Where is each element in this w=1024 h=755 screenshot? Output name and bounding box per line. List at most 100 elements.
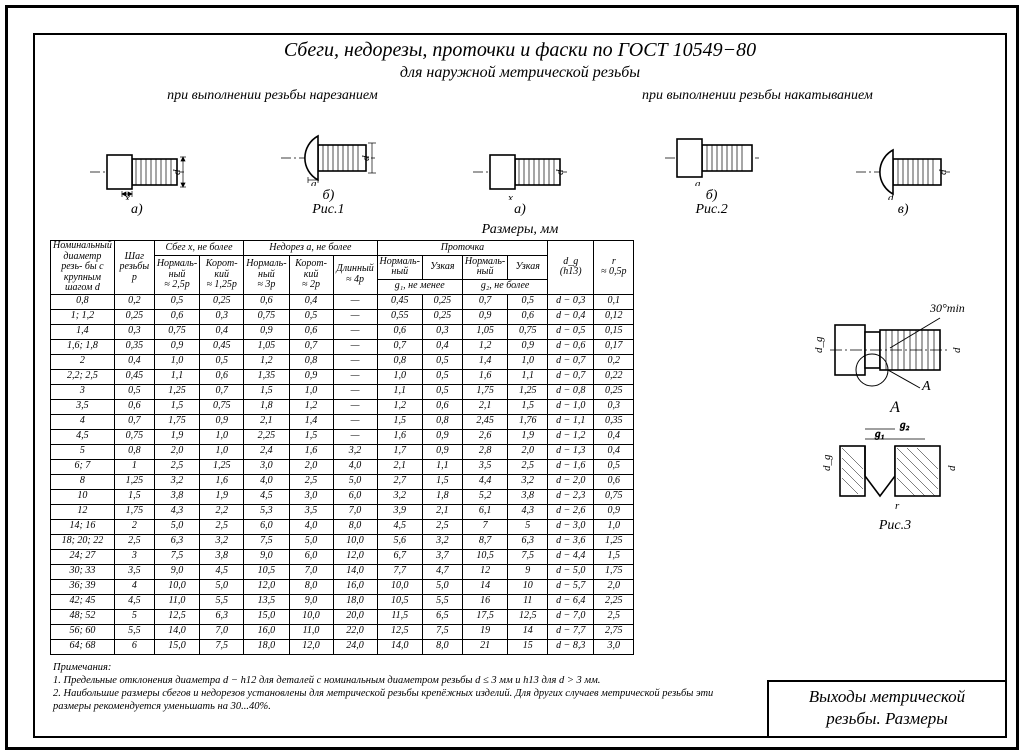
table-cell: 1,75 [114,504,154,519]
svg-text:d: d [951,347,963,353]
table-cell: 1,25 [594,534,634,549]
table-cell: 7,7 [377,564,422,579]
table-cell: 1,0 [289,384,333,399]
table-cell: 0,75 [114,429,154,444]
table-cell: d − 1,0 [548,399,594,414]
table-cell: 0,35 [114,339,154,354]
table-cell: 1,6 [289,444,333,459]
main-title: Сбеги, недорезы, проточки и фаски по ГОС… [35,39,1005,62]
table-cell: 1,05 [244,339,289,354]
table-cell: 2,5 [422,519,462,534]
table-cell: 0,8 [422,414,462,429]
table-cell: 6,0 [289,549,333,564]
table-cell: 3,5 [114,564,154,579]
table-row: 24; 2737,53,89,06,012,06,73,710,57,5d − … [51,549,634,564]
table-cell: 14 [462,579,507,594]
table-cell: 16,0 [244,624,289,639]
table-cell: 1,75 [154,414,199,429]
table-cell: 4,0 [333,459,377,474]
table-cell: — [333,309,377,324]
table-cell: 17,5 [462,609,507,624]
table-cell: 0,1 [594,294,634,309]
table-cell: 0,8 [289,354,333,369]
table-cell: 0,25 [594,384,634,399]
svg-text:g₂: g₂ [900,421,910,431]
table-cell: 2 [114,519,154,534]
table-cell: 0,7 [114,414,154,429]
table-cell: 19 [462,624,507,639]
table-cell: 1,9 [200,489,244,504]
svg-text:A: A [921,379,931,390]
table-cell: 7,5 [200,639,244,654]
table-cell: 5 [114,609,154,624]
fig1b-label: б) [323,188,335,203]
table-cell: d − 7,0 [548,609,594,624]
table-cell: 0,45 [200,339,244,354]
table-cell: d − 0,5 [548,324,594,339]
table-cell: 15 [508,639,548,654]
table-cell: 10,0 [333,534,377,549]
table-cell: 0,7 [200,384,244,399]
table-cell: 2,6 [462,429,507,444]
table-row: 56; 605,514,07,016,011,022,012,57,51914d… [51,624,634,639]
table-cell: 11,0 [154,594,199,609]
table-cell: 0,5 [289,309,333,324]
table-cell: 9,0 [244,549,289,564]
table-cell: 4,5 [200,564,244,579]
table-cell: 3,7 [422,549,462,564]
table-cell: 0,2 [594,354,634,369]
table-cell: 12,0 [289,639,333,654]
fig2-caption: Рис.2 [662,202,762,218]
table-cell: 3,0 [594,639,634,654]
table-cell: 6,3 [154,534,199,549]
table-cell: 18,0 [333,594,377,609]
th-g1: g₁, не менее [377,279,462,294]
notes: Примечания: 1. Предельные отклонения диа… [53,661,733,714]
th-g1u: Узкая [422,256,462,280]
table-cell: 1,75 [462,384,507,399]
fig1-caption: Рис.1 [278,202,378,218]
table-cell: 8,7 [462,534,507,549]
table-cell: d − 0,3 [548,294,594,309]
table-cell: 0,4 [114,354,154,369]
table-cell: 0,3 [422,324,462,339]
table-cell: 14; 16 [51,519,115,534]
table-cell: 7,5 [154,549,199,564]
table-cell: 10,5 [377,594,422,609]
table-cell: 12,5 [508,609,548,624]
svg-text:d_g: d_g [821,454,833,471]
table-cell: d − 0,4 [548,309,594,324]
table-cell: 2,25 [594,594,634,609]
table-row: 40,71,750,92,11,4—1,50,82,451,76d − 1,10… [51,414,634,429]
table-cell: 6,0 [333,489,377,504]
table-cell: 1,5 [154,399,199,414]
table-cell: 1,5 [508,399,548,414]
table-cell: 6,3 [200,609,244,624]
fig2a-label: а) [470,202,570,218]
table-cell: 2,5 [114,534,154,549]
table-cell: 3,8 [508,489,548,504]
table-cell: d − 4,4 [548,549,594,564]
table-cell: — [333,414,377,429]
table-cell: 10,0 [289,609,333,624]
table-cell: 0,55 [377,309,422,324]
table-cell: 2,5 [289,474,333,489]
table-cell: 5,5 [200,594,244,609]
table-cell: 0,6 [244,294,289,309]
table-cell: 1,2 [244,354,289,369]
table-cell: d − 1,6 [548,459,594,474]
table-cell: 1,6 [377,429,422,444]
table-cell: — [333,294,377,309]
table-cell: 9,0 [154,564,199,579]
table-cell: 9 [508,564,548,579]
table-cell: 0,6 [114,399,154,414]
table-cell: 12 [462,564,507,579]
table-cell: 3,5 [289,504,333,519]
table-cell: — [333,369,377,384]
table-cell: 1,1 [154,369,199,384]
table-cell: 1,1 [508,369,548,384]
table-cell: 12 [51,504,115,519]
x-dim: x [124,192,130,200]
table-cell: 3,0 [244,459,289,474]
table-cell: 2,2; 2,5 [51,369,115,384]
